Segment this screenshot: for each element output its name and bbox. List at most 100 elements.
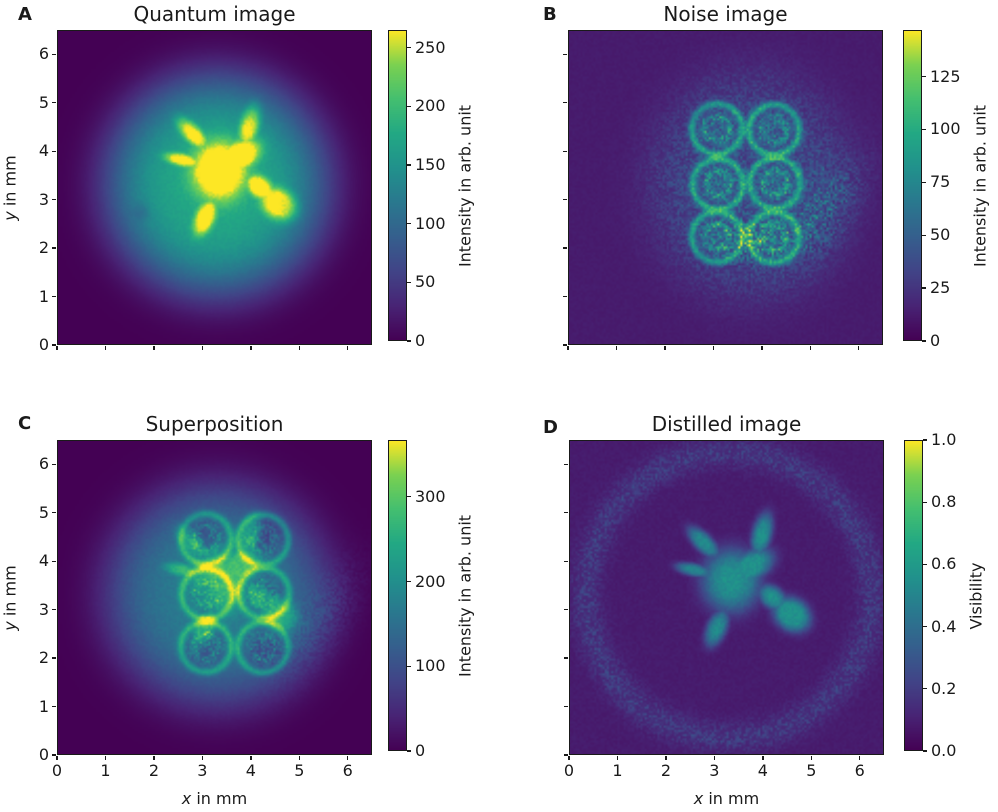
colorbar-superposition [388,440,407,751]
colorbar-tick-label: 0 [930,331,941,350]
panel-title-distilled: Distilled image [651,412,802,436]
heatmap-distilled-image [569,440,884,755]
x-tick-mark [298,346,300,350]
colorbar-tick-label: 0.6 [931,554,957,574]
y-tick-mark [563,198,567,201]
x-tick-mark [298,756,300,760]
colorbar-tick-mark [407,340,411,342]
x-tick-mark [250,346,252,350]
colorbar-tick-mark [922,287,926,289]
x-tick-mark [810,756,812,760]
y-tick-label: 4 [38,551,49,571]
colorbar-distilled [904,440,923,751]
panel-letter-b: B [543,4,557,25]
y-tick-label: 0 [38,335,49,354]
x-tick-label: 0 [563,761,575,780]
x-axis-label: x in mm [182,789,247,808]
y-tick-mark [564,754,568,756]
x-tick-mark [859,756,861,760]
x-tick-label: 3 [709,761,720,780]
x-tick-label: 4 [245,761,256,780]
y-tick-mark [52,512,56,514]
y-tick-label: 2 [38,648,49,668]
x-tick-label: 5 [294,761,305,780]
colorbar-tick-mark [922,340,926,342]
colorbar-tick-mark [923,563,927,566]
x-tick-label: 5 [806,761,817,780]
y-tick-label: 5 [38,502,49,522]
y-tick-mark [52,560,56,562]
y-tick-mark [52,608,56,611]
colorbar-tick-mark [923,750,927,752]
colorbar-tick-label: 125 [930,66,961,86]
y-tick-mark [52,463,56,465]
y-tick-mark [564,512,568,514]
colorbar-tick-label: 150 [415,154,446,174]
y-tick-mark [563,102,567,104]
x-tick-label: 3 [197,761,208,780]
colorbar-tick-mark [407,222,411,225]
y-axis-label: y in mm [1,565,20,630]
x-tick-label: 2 [660,761,672,780]
x-tick-label: 0 [51,761,63,780]
y-tick-mark [52,102,56,104]
y-tick-mark [52,705,56,708]
x-tick-label: 4 [757,761,768,780]
x-tick-mark [858,346,860,350]
x-tick-mark [762,756,764,760]
colorbar-tick-label: 0 [415,331,426,350]
colorbar-tick-label: 75 [930,172,951,192]
y-axis-unit: in mm [0,154,20,211]
y-tick-label: 1 [38,696,49,716]
colorbar-tick-label: 100 [415,213,446,233]
x-axis-unit: in mm [703,789,760,808]
colorbar-tick-mark [407,665,411,667]
panel-title-superposition: Superposition [145,412,284,436]
x-tick-mark [616,756,619,760]
x-tick-label: 6 [854,761,865,780]
y-tick-mark [52,247,56,249]
x-tick-mark [761,346,763,350]
y-tick-mark [564,560,568,562]
colorbar-label-noise: Intensity in arb. unit [970,104,990,267]
x-tick-mark [615,346,618,350]
heatmap-superposition [57,440,372,755]
x-axis-var: x [693,789,704,808]
y-tick-label: 6 [38,44,49,64]
panel-letter-d: D [543,417,558,438]
y-tick-mark [564,657,568,659]
colorbar-tick-label: 0 [415,741,426,760]
colorbar-tick-mark [407,164,411,166]
y-axis-var: y [0,210,20,221]
x-tick-mark [201,346,204,350]
y-tick-label: 1 [38,286,49,306]
y-tick-mark [52,53,56,55]
y-tick-label: 3 [38,599,49,619]
colorbar-label-superposition: Intensity in arb. unit [455,514,475,677]
heatmap-quantum-image [57,30,372,345]
y-tick-mark [52,344,56,346]
colorbar-tick-label: 1.0 [931,430,957,449]
y-tick-mark [563,53,567,55]
y-tick-mark [52,295,56,298]
x-tick-mark [568,756,570,760]
y-axis-unit: in mm [0,564,20,621]
panel-letter-c: C [18,413,32,434]
x-tick-mark [664,346,666,350]
y-tick-mark [52,150,56,152]
x-tick-label: 2 [148,761,160,780]
x-tick-mark [567,346,569,350]
x-tick-label: 1 [612,761,623,780]
y-tick-mark [564,463,568,465]
colorbar-quantum [388,30,407,341]
colorbar-tick-mark [407,105,411,107]
colorbar-tick-mark [922,128,926,131]
y-tick-label: 0 [38,745,49,764]
x-tick-mark [56,346,58,350]
colorbar-tick-label: 0.8 [931,492,957,512]
x-tick-label: 1 [100,761,111,780]
x-tick-mark [347,346,349,350]
colorbar-tick-mark [923,501,927,503]
